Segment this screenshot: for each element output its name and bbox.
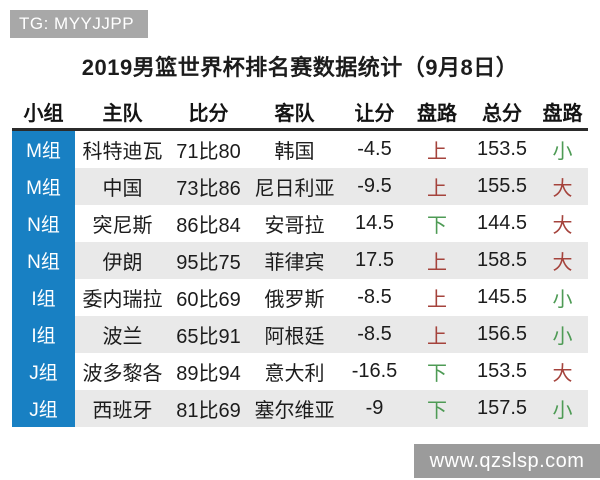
score-cell: 89比94	[176, 363, 241, 385]
column-header-ou-result: 盘路	[537, 95, 588, 131]
spread-cell: -9.5	[357, 175, 392, 197]
site-watermark: www.qzslsp.com	[414, 444, 600, 478]
score-cell: 81比69	[176, 400, 241, 422]
telegram-badge: TG: MYYJJPP	[10, 10, 149, 38]
table-header-row: 小组 主队 比分 客队 让分 盘路 总分 盘路	[12, 95, 588, 131]
line-result-cell: 上	[427, 141, 447, 163]
stats-table-wrapper: 小组 主队 比分 客队 让分 盘路 总分 盘路 M组 科特迪瓦 71比80 韩国…	[12, 95, 588, 427]
table-row: J组 波多黎各 89比94 意大利 -16.5 下 153.5 大	[12, 353, 588, 390]
total-cell: 153.5	[476, 138, 528, 160]
group-cell: I组	[12, 316, 75, 353]
home-team-cell: 伊朗	[102, 252, 143, 274]
ou-result-cell: 大	[552, 215, 573, 237]
spread-cell: -8.5	[357, 286, 392, 308]
ou-result-cell: 小	[552, 400, 573, 422]
group-cell: M组	[12, 129, 75, 168]
group-cell: J组	[12, 353, 75, 390]
ou-result-cell: 小	[552, 289, 573, 311]
total-cell: 155.5	[476, 175, 528, 197]
away-team-cell: 俄罗斯	[264, 289, 325, 311]
column-header-spread: 让分	[342, 95, 407, 131]
total-cell: 156.5	[476, 323, 528, 345]
ou-result-cell: 大	[552, 363, 573, 385]
table-row: J组 西班牙 81比69 塞尔维亚 -9 下 157.5 小	[12, 390, 588, 427]
column-header-line-result: 盘路	[407, 95, 467, 131]
spread-cell: 14.5	[355, 212, 394, 234]
total-cell: 144.5	[476, 212, 528, 234]
table-row: M组 中国 73比86 尼日利亚 -9.5 上 155.5 大	[12, 168, 588, 205]
group-cell: M组	[12, 168, 75, 205]
table-row: I组 波兰 65比91 阿根廷 -8.5 上 156.5 小	[12, 316, 588, 353]
total-cell: 158.5	[476, 249, 528, 271]
table-row: N组 伊朗 95比75 菲律宾 17.5 上 158.5 大	[12, 242, 588, 279]
ou-result-cell: 大	[552, 178, 573, 200]
line-result-cell: 上	[427, 326, 447, 348]
away-team-cell: 尼日利亚	[254, 178, 335, 200]
score-cell: 65比91	[176, 326, 241, 348]
column-header-total: 总分	[467, 95, 537, 131]
home-team-cell: 中国	[102, 178, 143, 200]
table-body: M组 科特迪瓦 71比80 韩国 -4.5 上 153.5 小 M组 中国 73…	[12, 129, 588, 427]
column-header-away-team: 客队	[247, 95, 342, 131]
away-team-cell: 菲律宾	[264, 252, 325, 274]
line-result-cell: 下	[427, 215, 447, 237]
home-team-cell: 委内瑞拉	[82, 289, 163, 311]
score-cell: 86比84	[176, 215, 241, 237]
away-team-cell: 塞尔维亚	[254, 400, 335, 422]
away-team-cell: 意大利	[264, 363, 325, 385]
line-result-cell: 下	[427, 400, 447, 422]
score-cell: 73比86	[176, 178, 241, 200]
group-cell: N组	[12, 242, 75, 279]
line-result-cell: 上	[427, 178, 447, 200]
score-cell: 71比80	[176, 141, 241, 163]
total-cell: 145.5	[476, 286, 528, 308]
total-cell: 157.5	[476, 397, 528, 419]
total-cell: 153.5	[476, 360, 528, 382]
ou-result-cell: 小	[552, 326, 573, 348]
line-result-cell: 上	[427, 289, 447, 311]
line-result-cell: 下	[427, 363, 447, 385]
spread-cell: -4.5	[357, 138, 392, 160]
spread-cell: -16.5	[351, 360, 398, 382]
home-team-cell: 波多黎各	[82, 363, 163, 385]
spread-cell: -8.5	[357, 323, 392, 345]
spread-cell: 17.5	[355, 249, 394, 271]
group-cell: I组	[12, 279, 75, 316]
away-team-cell: 韩国	[274, 141, 315, 163]
away-team-cell: 安哥拉	[264, 215, 325, 237]
line-result-cell: 上	[427, 252, 447, 274]
home-team-cell: 西班牙	[92, 400, 153, 422]
table-row: N组 突尼斯 86比84 安哥拉 14.5 下 144.5 大	[12, 205, 588, 242]
home-team-cell: 波兰	[102, 326, 143, 348]
ou-result-cell: 大	[552, 252, 573, 274]
spread-cell: -9	[365, 397, 384, 419]
stats-table: 小组 主队 比分 客队 让分 盘路 总分 盘路 M组 科特迪瓦 71比80 韩国…	[12, 95, 588, 427]
score-cell: 60比69	[176, 289, 241, 311]
home-team-cell: 科特迪瓦	[82, 141, 163, 163]
column-header-home-team: 主队	[75, 95, 170, 131]
home-team-cell: 突尼斯	[92, 215, 153, 237]
column-header-group: 小组	[12, 95, 75, 131]
group-cell: J组	[12, 390, 75, 427]
column-header-score: 比分	[170, 95, 247, 131]
away-team-cell: 阿根廷	[264, 326, 325, 348]
table-row: M组 科特迪瓦 71比80 韩国 -4.5 上 153.5 小	[12, 129, 588, 168]
ou-result-cell: 小	[552, 141, 573, 163]
score-cell: 95比75	[176, 252, 241, 274]
table-row: I组 委内瑞拉 60比69 俄罗斯 -8.5 上 145.5 小	[12, 279, 588, 316]
page-title: 2019男篮世界杯排名赛数据统计（9月8日）	[81, 55, 519, 80]
group-cell: N组	[12, 205, 75, 242]
